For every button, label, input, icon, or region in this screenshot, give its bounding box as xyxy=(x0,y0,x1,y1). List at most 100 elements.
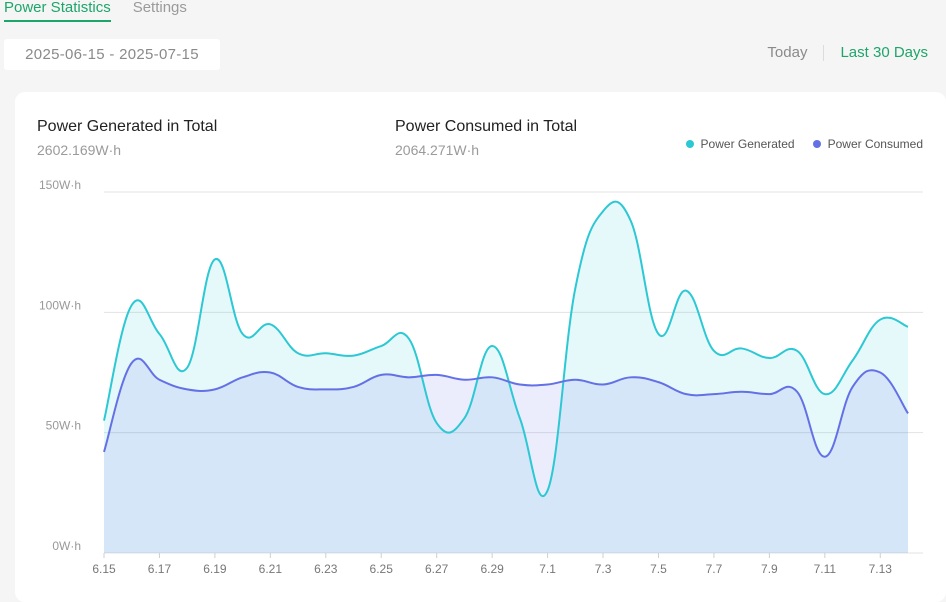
x-tick-label: 7.5 xyxy=(650,562,667,576)
data-point xyxy=(101,449,107,455)
date-range-picker[interactable]: 2025-06-15 - 2025-07-15 xyxy=(4,39,220,70)
data-point xyxy=(822,454,828,460)
series-area-0 xyxy=(104,201,908,554)
statistics-card: Power Generated in Total 2602.169W·h Pow… xyxy=(15,92,946,602)
series-line-1 xyxy=(103,357,909,458)
data-point xyxy=(461,377,467,383)
x-tick-label: 6.21 xyxy=(259,562,283,576)
y-tick-label: 100W·h xyxy=(39,298,81,312)
data-point xyxy=(351,384,357,390)
data-point xyxy=(877,370,883,376)
data-point xyxy=(295,384,301,390)
data-point xyxy=(766,391,772,397)
data-point xyxy=(683,288,689,294)
x-tick-label: 6.17 xyxy=(148,562,172,576)
data-point xyxy=(129,360,135,366)
data-point xyxy=(600,382,606,388)
power-chart[interactable]: 0W·h 50W·h 100W·h 150W·h 6.15 6.17 6.19 6.21 6.2… xyxy=(15,92,946,595)
legend-consumed-label: Power Consumed xyxy=(827,137,923,151)
consumed-total-label: Power Consumed in Total xyxy=(395,118,578,135)
data-point xyxy=(905,324,911,330)
x-tick-label: 7.9 xyxy=(761,562,778,576)
data-point xyxy=(739,389,745,395)
data-point xyxy=(323,350,329,356)
x-tick-label: 6.27 xyxy=(425,562,449,576)
data-point xyxy=(129,302,135,308)
y-tick-label: 150W·h xyxy=(39,178,81,192)
data-point xyxy=(434,372,440,378)
y-tick-label: 0W·h xyxy=(52,539,81,553)
legend-generated-label: Power Generated xyxy=(700,137,795,151)
range-selector: Today Last 30 Days xyxy=(767,44,928,61)
data-point xyxy=(572,285,578,291)
data-point xyxy=(545,382,551,388)
data-point xyxy=(766,355,772,361)
data-point xyxy=(378,343,384,349)
data-point xyxy=(406,374,412,380)
x-tick-label: 7.13 xyxy=(869,562,893,576)
data-point xyxy=(434,420,440,426)
data-point xyxy=(905,410,911,416)
y-tick-label: 50W·h xyxy=(46,419,81,433)
consumed-dot-icon xyxy=(812,140,821,148)
data-point xyxy=(711,391,717,397)
x-tick-label: 7.7 xyxy=(706,562,723,576)
data-point xyxy=(101,418,107,424)
data-point xyxy=(184,365,190,371)
data-point xyxy=(794,348,800,354)
data-point xyxy=(545,487,551,493)
data-point xyxy=(517,382,523,388)
data-point xyxy=(517,415,523,421)
data-point xyxy=(711,348,717,354)
x-tick-label: 6.25 xyxy=(370,562,394,576)
series-area-1 xyxy=(104,358,908,553)
consumed-stat: Power Consumed in Total 2064.271W·h xyxy=(395,118,577,158)
data-point xyxy=(267,321,273,327)
data-point xyxy=(240,331,246,337)
tab-bar: Power Statistics Settings xyxy=(4,0,187,22)
generated-stat: Power Generated in Total 2602.169W·h xyxy=(37,118,217,158)
data-point xyxy=(489,343,495,349)
x-tick-label: 6.15 xyxy=(92,562,116,576)
data-point xyxy=(156,377,162,383)
data-point xyxy=(489,374,495,380)
data-point xyxy=(739,345,745,351)
data-point xyxy=(877,317,883,323)
data-point xyxy=(628,374,634,380)
legend-item-consumed[interactable]: Power Consumed xyxy=(812,137,923,151)
data-point xyxy=(406,336,412,342)
consumed-total-value: 2064.271W·h xyxy=(395,142,480,158)
range-divider xyxy=(823,44,825,61)
data-point xyxy=(572,377,578,383)
x-tick-label: 6.19 xyxy=(203,562,227,576)
data-point xyxy=(378,372,384,378)
data-point xyxy=(794,389,800,395)
chart-legend: Power Generated Power Consumed xyxy=(685,137,923,151)
x-tick-label: 6.29 xyxy=(480,562,504,576)
generated-total-value: 2602.169W·h xyxy=(37,142,122,158)
data-point xyxy=(655,379,661,385)
data-point xyxy=(184,386,190,392)
data-point xyxy=(850,384,856,390)
data-point xyxy=(351,353,357,359)
data-point xyxy=(655,331,661,337)
data-point xyxy=(461,415,467,421)
range-last-30-days-button[interactable]: Last 30 Days xyxy=(840,44,928,61)
data-point xyxy=(822,391,828,397)
data-point xyxy=(850,357,856,363)
data-point xyxy=(628,218,634,224)
tab-settings[interactable]: Settings xyxy=(132,0,187,16)
data-point xyxy=(323,386,329,392)
series-line-0 xyxy=(103,200,909,498)
x-tick-label: 7.1 xyxy=(539,562,556,576)
tab-power-statistics[interactable]: Power Statistics xyxy=(4,0,111,22)
legend-item-generated[interactable]: Power Generated xyxy=(685,137,795,151)
data-point xyxy=(212,386,218,392)
x-tick-label: 7.3 xyxy=(595,562,612,576)
range-today-button[interactable]: Today xyxy=(767,44,808,61)
data-point xyxy=(240,374,246,380)
x-tick-label: 6.23 xyxy=(314,562,338,576)
data-point xyxy=(156,331,162,337)
generated-total-label: Power Generated in Total xyxy=(37,118,218,135)
data-point xyxy=(212,256,218,262)
